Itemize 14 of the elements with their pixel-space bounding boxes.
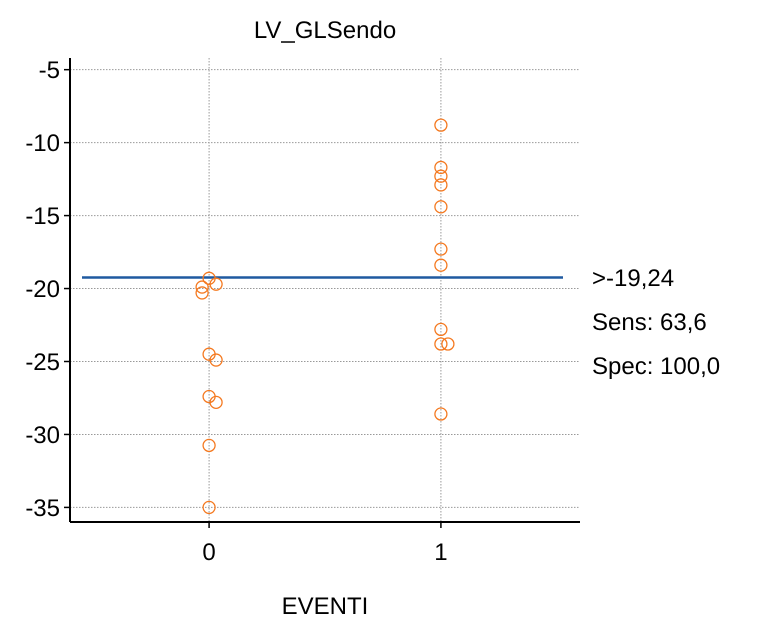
- x-tick-label: 1: [434, 539, 448, 566]
- text: Spec: 100,0: [592, 352, 720, 380]
- chart-title: LV_GLSendo: [254, 17, 396, 44]
- ref-line-label: >-19,24: [592, 264, 674, 292]
- x-axis-title: EVENTI: [282, 593, 368, 620]
- y-tick-label: -30: [25, 422, 60, 449]
- y-tick-label: -5: [38, 57, 60, 84]
- x-tick-label: 0: [202, 539, 216, 566]
- y-tick-label: -15: [25, 202, 60, 230]
- y-tick-label: -20: [25, 276, 60, 303]
- y-tick-label: -10: [25, 130, 60, 158]
- y-tick-label: -25: [25, 348, 60, 376]
- text: Sens: 63,6: [592, 308, 707, 336]
- y-tick-label: -35: [25, 494, 60, 522]
